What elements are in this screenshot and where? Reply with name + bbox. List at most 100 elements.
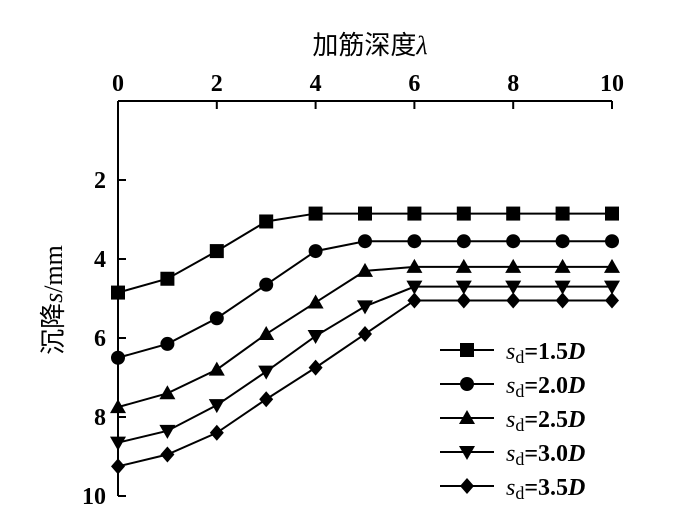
x-tick-label: 6 (408, 71, 420, 97)
data-point (111, 285, 125, 300)
legend-label-sub: d (515, 347, 524, 367)
x-tick-label: 4 (310, 71, 322, 97)
legend-item: sd=3.5D (440, 475, 585, 503)
data-point (209, 244, 224, 259)
series-1 (111, 206, 619, 300)
x-tick-label: 0 (112, 71, 124, 97)
data-point (159, 385, 176, 400)
data-point (604, 280, 620, 295)
legend-label-s: s (506, 339, 515, 365)
legend-marker (459, 446, 475, 460)
data-point (605, 292, 619, 309)
axes (117, 100, 612, 496)
legend-label: sd=3.5D (506, 475, 585, 503)
data-point (160, 271, 175, 286)
legend-item: sd=2.5D (440, 407, 585, 435)
data-point (308, 359, 323, 376)
data-point (111, 350, 125, 365)
data-point (307, 294, 324, 309)
y-tick-label: 2 (94, 168, 106, 194)
legend-label-d: D (567, 339, 585, 365)
legend-label-sub: d (515, 415, 524, 435)
x-tick-label: 2 (211, 71, 223, 97)
series-line (117, 212, 612, 294)
data-point (357, 300, 373, 315)
legend-label-eq: =1.5 (524, 339, 568, 365)
legend-label-eq: =2.5 (524, 407, 568, 433)
data-point (456, 206, 471, 221)
data-point (555, 206, 570, 221)
y-axis-label-unit: /mm (39, 245, 68, 293)
y-tick-label: 6 (94, 326, 106, 352)
data-point (506, 234, 521, 249)
data-point (407, 206, 422, 221)
data-point (208, 361, 225, 376)
legend-label-eq: =3.0 (524, 441, 568, 467)
legend-item: sd=1.5D (440, 339, 585, 367)
data-point (456, 292, 471, 309)
y-tick-label: 8 (94, 405, 106, 431)
data-point (407, 292, 422, 309)
y-axis-label: 沉降s/mm (39, 245, 68, 355)
data-point (160, 446, 175, 463)
data-point (455, 280, 472, 295)
y-axis-label-var: s (39, 293, 68, 303)
series-5 (111, 292, 619, 475)
legend-label-eq: =3.5 (524, 475, 568, 501)
data-point (605, 234, 619, 249)
legend-marker (460, 478, 474, 494)
data-point (358, 234, 372, 249)
legend-marker (460, 377, 474, 391)
data-point (110, 399, 126, 414)
y-axis-label-main: 沉降 (39, 303, 68, 355)
data-point (160, 336, 175, 351)
data-point (455, 258, 472, 273)
series-2 (111, 234, 619, 365)
data-point (110, 436, 126, 451)
data-point (209, 311, 224, 326)
data-point (456, 234, 471, 249)
data-point (111, 458, 125, 475)
legend-label-s: s (506, 441, 515, 467)
legend-label-sub: d (515, 381, 524, 401)
legend-marker (459, 410, 475, 424)
legend-label-s: s (506, 475, 515, 501)
x-axis-label-main: 加筋深度 (312, 31, 416, 60)
data-point (259, 214, 274, 229)
data-point (308, 244, 323, 259)
legend-label-d: D (567, 475, 585, 501)
ticks: 0 2 4 6 8 10 2 4 6 8 10 (82, 71, 624, 510)
legend-marker (460, 343, 474, 357)
x-axis-label: 加筋深度λ (312, 31, 427, 60)
data-point (357, 262, 373, 277)
data-point (406, 280, 423, 295)
legend-item: sd=2.0D (440, 373, 585, 401)
legend-label: sd=2.5D (506, 407, 585, 435)
series-3 (110, 258, 620, 414)
x-tick-label: 8 (507, 71, 519, 97)
legend-label: sd=2.0D (506, 373, 585, 401)
legend-label-sub: d (515, 483, 524, 503)
legend-label-d: D (567, 407, 585, 433)
data-point (308, 206, 323, 221)
legend-label: sd=3.0D (506, 441, 585, 469)
data-point (554, 258, 571, 273)
data-point (307, 330, 324, 345)
legend-label: sd=1.5D (506, 339, 585, 367)
data-point (506, 206, 521, 221)
legend-label-d: D (567, 373, 585, 399)
y-tick-label: 10 (82, 484, 106, 510)
data-point (506, 292, 521, 309)
legend-label-eq: =2.0 (524, 373, 568, 399)
legend-label-s: s (506, 373, 515, 399)
data-point (209, 424, 224, 441)
series-layer (110, 206, 620, 475)
data-point (407, 234, 422, 249)
data-point (358, 206, 372, 221)
data-point (604, 258, 620, 273)
legend-label-s: s (506, 407, 515, 433)
data-point (406, 258, 423, 273)
data-point (358, 326, 372, 343)
